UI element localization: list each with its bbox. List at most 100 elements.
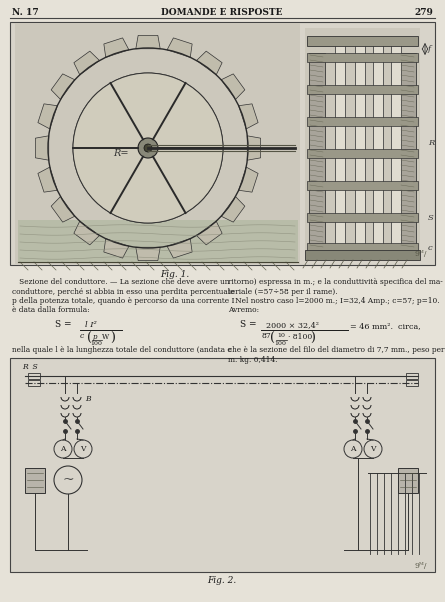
Polygon shape [38,104,57,129]
Circle shape [138,138,158,158]
Text: V: V [370,445,376,453]
Bar [307,181,418,190]
Text: ): ) [110,332,115,345]
Text: (: ( [270,332,275,345]
Text: è data dalla formula:: è data dalla formula: [12,306,89,314]
Text: 87: 87 [261,332,271,340]
Polygon shape [136,247,160,261]
Bar [305,28,420,258]
Text: Nel nostro caso l=2000 m.; I=32,4 Amp.; c=57; p=10.: Nel nostro caso l=2000 m.; I=32,4 Amp.; … [228,297,440,305]
Polygon shape [38,167,57,192]
Circle shape [54,440,72,458]
Polygon shape [197,221,222,245]
Polygon shape [51,196,75,222]
Circle shape [364,440,382,458]
Text: ritorno) espressa in m.; e la conduttività specifica del ma-: ritorno) espressa in m.; e la conduttivi… [228,278,443,286]
Bar [10,22,435,265]
Bar [406,380,418,386]
Text: f: f [428,45,431,53]
Polygon shape [51,74,75,99]
Circle shape [74,440,92,458]
Text: nella quale l è la lunghezza totale del conduttore (andata e: nella quale l è la lunghezza totale del … [12,346,232,354]
Text: c: c [80,332,84,340]
Text: 100: 100 [274,341,286,346]
Text: V: V [80,445,86,453]
Circle shape [344,440,362,458]
Text: ~: ~ [62,473,74,487]
Polygon shape [36,136,49,160]
Text: R  S: R S [22,363,38,371]
Circle shape [54,466,82,494]
Polygon shape [247,136,261,160]
Text: che è la sezione del filo del diametro di 7,7 mm., peso per: che è la sezione del filo del diametro d… [228,346,445,354]
Bar [406,373,418,379]
Bar [307,117,418,126]
Bar [305,250,420,260]
Bar [28,373,40,379]
Polygon shape [221,196,245,222]
Text: S =: S = [55,320,72,329]
Bar [307,36,418,46]
Text: m. kg. 0,414.: m. kg. 0,414. [228,356,278,364]
Text: Fig. 2.: Fig. 2. [207,576,237,585]
Text: 9ᴹ/: 9ᴹ/ [414,562,427,570]
Bar [373,40,383,255]
Text: 10: 10 [277,333,285,338]
Text: A: A [350,445,356,453]
Text: W: W [102,333,109,341]
Bar [335,40,345,255]
Text: A: A [60,445,66,453]
Text: R: R [428,139,434,147]
Text: · 8100: · 8100 [288,333,312,341]
Bar [10,358,435,572]
Polygon shape [239,104,258,129]
Bar [309,53,325,248]
Text: DOMANDE E RISPOSTE: DOMANDE E RISPOSTE [161,8,283,17]
Polygon shape [167,238,192,258]
Text: 2000 × 32,4²: 2000 × 32,4² [266,321,319,329]
Bar [307,213,418,222]
Text: c: c [428,244,433,252]
Text: N. 17: N. 17 [12,8,39,17]
Polygon shape [104,238,129,258]
Text: S: S [428,214,434,222]
Bar [391,40,401,255]
Polygon shape [221,74,245,99]
Bar [307,243,418,252]
Text: p della potenza totale, quando è percorso da una corrente I: p della potenza totale, quando è percors… [12,297,235,305]
Circle shape [144,144,152,152]
Bar [15,23,300,264]
Text: Fig. 1.: Fig. 1. [160,270,190,279]
Text: B: B [85,395,91,403]
Text: Sezione del conduttore. — La sezione che deve avere un: Sezione del conduttore. — La sezione che… [12,278,229,286]
Text: = 46 mm².  circa,: = 46 mm². circa, [350,322,421,330]
Bar [307,149,418,158]
Bar [307,53,418,62]
Text: 279: 279 [414,8,433,17]
Polygon shape [104,38,129,57]
Bar [400,53,416,248]
Text: 9ᴹ/: 9ᴹ/ [414,250,427,258]
Text: p: p [93,333,97,341]
Text: (: ( [87,332,92,345]
Circle shape [73,73,223,223]
Text: ): ) [310,332,315,345]
Polygon shape [136,36,160,49]
Bar [398,468,418,493]
Text: teriale (=57÷58 per il rame).: teriale (=57÷58 per il rame). [228,288,338,296]
Polygon shape [197,51,222,75]
Polygon shape [167,38,192,57]
Text: conduttore, perché si abbia in esso una perdita percentuale: conduttore, perché si abbia in esso una … [12,288,235,296]
Bar [307,85,418,94]
Polygon shape [239,167,258,192]
Text: l I²: l I² [85,321,97,329]
Bar [28,380,40,386]
Text: Avremo:: Avremo: [228,306,259,314]
Bar [18,220,298,262]
Text: R=: R= [113,149,129,158]
Polygon shape [74,51,100,75]
Polygon shape [74,221,100,245]
Bar [355,40,365,255]
Text: 100: 100 [90,341,102,346]
Bar [25,468,45,493]
